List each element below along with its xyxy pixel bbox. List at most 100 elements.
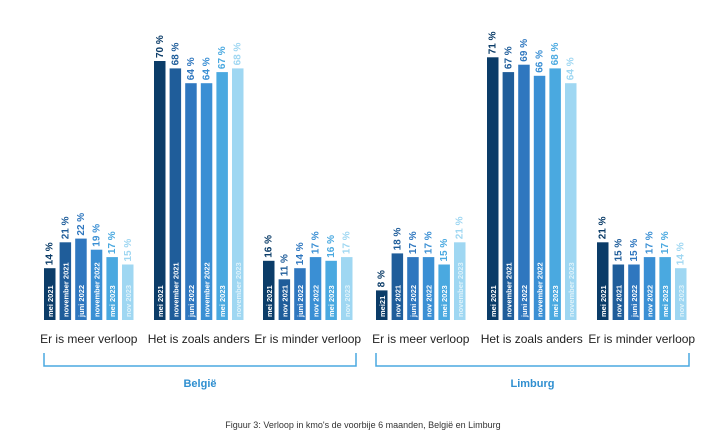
bar [565,83,577,320]
bar [407,257,419,320]
bar-period-label: november 2022 [93,262,102,317]
data-label: 17 % [311,231,322,254]
bar-period-label: nov 2021 [280,285,289,317]
bar-period-label: nov 2021 [614,285,623,317]
bar [263,260,275,320]
bar-period-label: mei 2023 [661,285,670,317]
bar [309,257,322,320]
bar-period-label: juni 2022 [296,285,305,318]
bar-period-label: juni 2022 [520,285,529,318]
bar-period-label: november 2021 [171,262,180,317]
data-label: 16 % [264,235,275,258]
data-label: 67 % [503,46,514,69]
bar [325,260,337,320]
bar-period-label: november 2021 [61,262,70,317]
data-label: 15 % [439,239,450,262]
data-label: 14 % [45,242,56,265]
bar [659,257,671,320]
figure-caption: Figuur 3: Verloop in kmo's de voorbije 6… [225,420,501,430]
bar-period-label: juni 2022 [187,285,196,318]
bar-period-label: juni 2022 [409,285,418,318]
bar-period-label: november 2022 [203,262,212,317]
bar-period-label: mei 2021 [46,285,55,317]
data-label: 11 % [279,254,290,276]
bar [59,242,72,320]
bar [487,57,499,321]
category-label: Er is meer verloop [40,332,138,346]
bar-period-label: november 2022 [536,262,545,317]
bar-period-label: nov 2021 [393,285,402,317]
data-label: 14 % [295,242,306,265]
bar [122,264,134,320]
data-label: 17 % [107,231,118,254]
bar [628,264,640,320]
bar-period-label: mei 2023 [218,285,227,317]
bar [675,268,687,320]
bar-period-label: november 2023 [234,262,243,317]
data-label: 64 % [186,57,197,80]
bar-period-label: mei 2021 [599,285,608,317]
data-label: 64 % [202,57,213,80]
data-label: 19 % [92,224,103,247]
data-label: 64 % [566,57,577,80]
category-label: Het is zoals anders [148,332,250,346]
data-label: 68 % [170,42,181,65]
bar-period-label: november 2021 [504,262,513,317]
bar [612,264,625,320]
data-label: 17 % [660,231,671,254]
bar [341,257,353,320]
data-label: 15 % [123,239,134,262]
bar [106,257,118,320]
panel-title: België [183,378,216,390]
bar [90,249,103,320]
category-label: Er is minder verloop [588,332,695,346]
bar-period-label: november 2023 [456,262,465,317]
bar [294,268,306,320]
data-label: 68 % [233,42,244,65]
bar [502,72,515,320]
bar [154,61,166,320]
bar-period-label: nov 2022 [646,285,655,317]
panel-bracket [375,353,690,367]
bar-period-label: november 2023 [567,262,576,317]
data-label: 71 % [488,31,499,54]
data-label: 8 % [377,270,388,287]
data-label: 18 % [392,227,403,250]
bar [44,268,56,320]
data-label: 15 % [629,239,640,262]
bar [549,68,561,321]
bar [391,253,404,320]
data-label: 68 % [550,42,561,65]
data-label: 69 % [519,39,530,62]
bar [533,75,546,320]
bar [597,242,609,320]
bar [376,290,388,320]
data-label: 17 % [342,231,353,254]
bar [200,83,213,320]
bar [422,257,435,320]
data-label: 66 % [535,50,546,73]
bar [232,68,244,321]
bar [454,242,466,320]
bar-period-label: mei21 [378,296,387,317]
data-label: 67 % [217,46,228,69]
bar-period-label: nov 2022 [425,285,434,317]
bar-period-label: mei 2021 [156,285,165,317]
data-label: 17 % [424,231,435,254]
data-label: 21 % [598,216,609,239]
bar [278,279,291,320]
panel-bracket [43,353,357,367]
data-label: 21 % [60,216,71,239]
data-label: 70 % [155,35,166,58]
bar [169,68,182,321]
data-label: 22 % [76,213,87,236]
bar [438,264,450,320]
category-label: Er is minder verloop [254,332,361,346]
bar-period-label: nov 2022 [312,285,321,317]
bar [643,257,656,320]
bar-period-label: mei 2021 [265,285,274,317]
bar-period-label: mei 2023 [327,285,336,317]
bar-period-label: nov 2023 [677,285,686,317]
bar [216,72,228,320]
bar-period-label: mei 2021 [489,285,498,317]
